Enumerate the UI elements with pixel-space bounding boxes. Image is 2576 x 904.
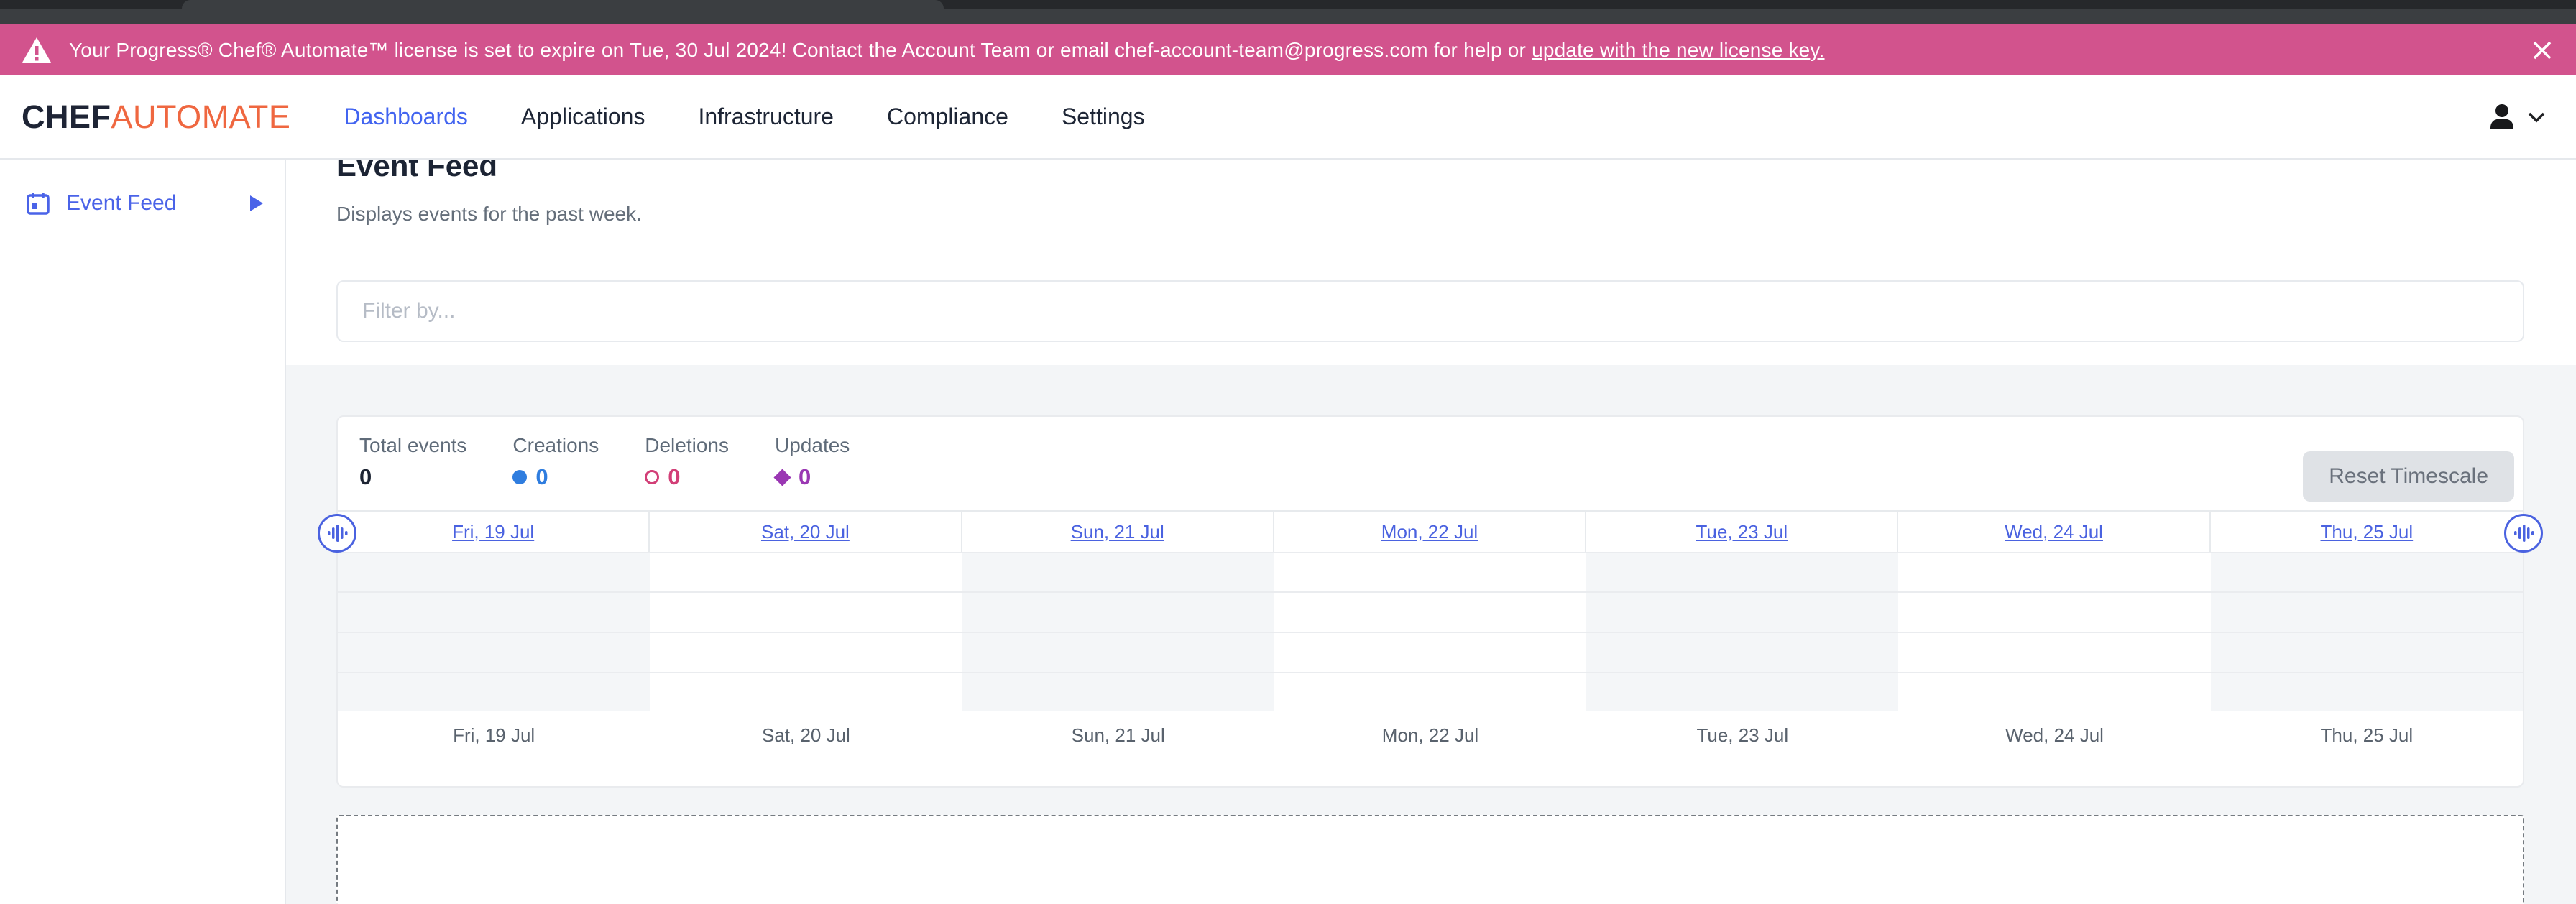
timeline-scroll-left-button[interactable]: [318, 514, 356, 553]
equalizer-icon: [328, 525, 348, 542]
day-header-cell: Tue, 23 Jul: [1586, 512, 1899, 552]
nav-applications[interactable]: Applications: [520, 103, 645, 129]
stat-value: 0: [668, 464, 681, 489]
row-separator: [338, 672, 2523, 673]
day-header-cell: Fri, 19 Jul: [338, 512, 650, 552]
day-link[interactable]: Wed, 24 Jul: [2005, 520, 2103, 543]
license-banner-message: Your Progress® Chef® Automate™ license i…: [69, 38, 1527, 61]
main-nav: Dashboards Applications Infrastructure C…: [344, 103, 1144, 130]
sidebar: Event Feed: [0, 160, 286, 904]
browser-chrome: [0, 0, 2576, 24]
card-bottom-padding: [338, 769, 2523, 786]
day-link[interactable]: Mon, 22 Jul: [1381, 520, 1478, 543]
row-separator: [338, 552, 2523, 553]
timeline-grid: [338, 552, 2523, 711]
nav-infrastructure[interactable]: Infrastructure: [698, 103, 834, 129]
event-timeline-card: Total events 0 Creations 0 Deletions 0: [318, 415, 2543, 788]
stat-value: 0: [535, 464, 548, 489]
day-footer-label: Mon, 22 Jul: [1381, 724, 1479, 746]
day-header-cell: Wed, 24 Jul: [1898, 512, 2211, 552]
day-link[interactable]: Fri, 19 Jul: [452, 520, 535, 543]
sidebar-item-label: Event Feed: [66, 191, 177, 215]
timeline-day-footer: Fri, 19 Jul Sat, 20 Jul Sun, 21 Jul Mon,…: [338, 711, 2523, 769]
day-link[interactable]: Thu, 25 Jul: [2320, 520, 2414, 543]
logo-automate-text: AUTOMATE: [111, 98, 291, 135]
nav-dashboards[interactable]: Dashboards: [344, 103, 468, 129]
stat-label: Creations: [512, 434, 599, 456]
nav-compliance[interactable]: Compliance: [886, 103, 1008, 129]
license-banner-text: Your Progress® Chef® Automate™ license i…: [69, 39, 1825, 62]
day-header-cell: Sun, 21 Jul: [962, 512, 1274, 552]
banner-close-button[interactable]: [2530, 38, 2554, 63]
day-footer-label: Sat, 20 Jul: [761, 724, 850, 746]
stat-deletions: Deletions 0: [645, 434, 729, 490]
app-header: CHEFAUTOMATE Dashboards Applications Inf…: [0, 75, 2576, 160]
logo-chef-text: CHEF: [22, 98, 111, 135]
day-footer-label: Sun, 21 Jul: [1071, 724, 1165, 746]
day-link[interactable]: Tue, 23 Jul: [1696, 520, 1788, 543]
chevron-down-icon: [2528, 112, 2545, 122]
stat-label: Deletions: [645, 434, 729, 456]
creations-marker-icon: [512, 470, 528, 484]
empty-events-dropzone: [336, 815, 2524, 904]
day-link[interactable]: Sun, 21 Jul: [1070, 520, 1164, 543]
day-link[interactable]: Sat, 20 Jul: [760, 520, 850, 543]
expand-arrow-icon[interactable]: [250, 195, 263, 211]
day-footer-label: Wed, 24 Jul: [2005, 724, 2104, 746]
row-separator: [338, 591, 2523, 593]
update-license-link[interactable]: update with the new license key.: [1532, 38, 1825, 61]
page-header-section: Event Feed Displays events for the past …: [286, 160, 2576, 365]
close-icon: [2533, 41, 2552, 59]
nav-settings[interactable]: Settings: [1061, 103, 1145, 129]
stat-creations: Creations 0: [512, 434, 599, 490]
day-header-cell: Thu, 25 Jul: [2211, 512, 2523, 552]
day-header-cell: Sat, 20 Jul: [650, 512, 962, 552]
timeline-day-header: Fri, 19 Jul Sat, 20 Jul Sun, 21 Jul Mon,…: [338, 510, 2523, 552]
deletions-marker-icon: [645, 470, 660, 484]
day-footer-label: Tue, 23 Jul: [1696, 724, 1789, 746]
browser-tab[interactable]: [182, 0, 944, 9]
stat-updates: Updates 0: [773, 434, 850, 490]
license-banner: Your Progress® Chef® Automate™ license i…: [0, 24, 2576, 75]
stat-value: 0: [799, 464, 811, 489]
main-content: Event Feed Displays events for the past …: [286, 160, 2576, 904]
day-footer-label: Thu, 25 Jul: [2320, 724, 2414, 746]
day-footer-label: Fri, 19 Jul: [453, 724, 535, 746]
row-separator: [338, 632, 2523, 633]
equalizer-icon: [2514, 525, 2534, 542]
page-subtitle: Displays events for the past week.: [336, 203, 642, 225]
stat-label: Updates: [775, 434, 850, 456]
user-icon: [2490, 103, 2513, 129]
updates-marker-icon: [773, 468, 791, 486]
reset-timescale-button[interactable]: Reset Timescale: [2303, 451, 2514, 502]
stat-label: Total events: [359, 434, 467, 456]
warning-icon: [22, 37, 51, 63]
sidebar-item-event-feed[interactable]: Event Feed: [0, 183, 285, 224]
calendar-icon: [27, 193, 50, 215]
app-body: Event Feed Event Feed Displays events fo…: [0, 160, 2576, 904]
day-header-cell: Mon, 22 Jul: [1274, 512, 1587, 552]
event-stats: Total events 0 Creations 0 Deletions 0: [338, 417, 2523, 490]
stat-total-events: Total events 0: [359, 434, 466, 490]
stat-value: 0: [359, 464, 372, 489]
chef-automate-logo[interactable]: CHEFAUTOMATE: [22, 98, 290, 136]
timeline-scroll-right-button[interactable]: [2504, 514, 2543, 553]
user-menu[interactable]: [2487, 102, 2546, 132]
filter-input[interactable]: [336, 280, 2524, 342]
page-title: Event Feed: [336, 160, 498, 183]
